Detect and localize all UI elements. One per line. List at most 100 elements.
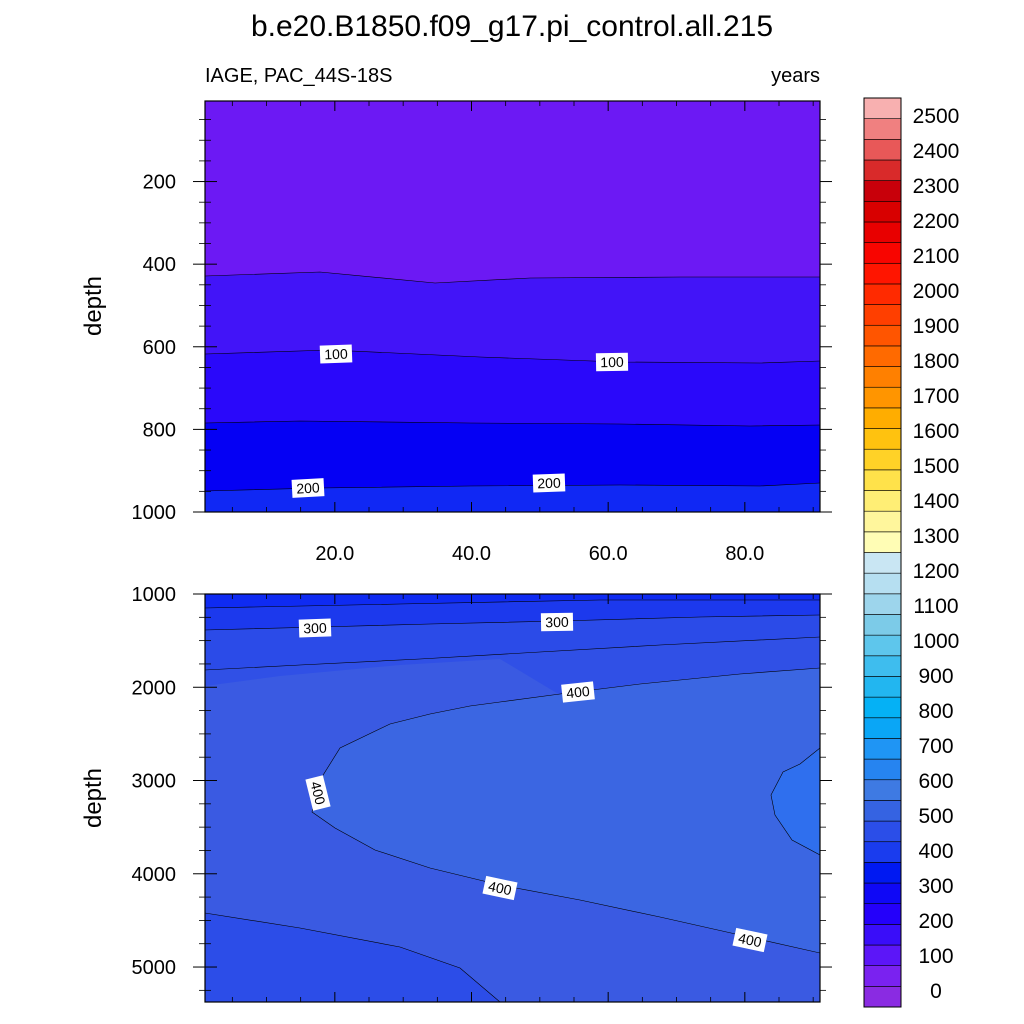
colorbar-swatch (863, 882, 902, 905)
contour-line-150 (205, 420, 820, 427)
contour-line-275 (205, 599, 820, 609)
upper-x-tick-label: 60.0 (589, 543, 628, 565)
band-200-250 (205, 483, 820, 512)
lower-fill-bands (205, 594, 820, 1002)
upper-axis-ticks: 20.0 40.0 60.0 80.0 200 400 600 800 1000 (132, 101, 832, 565)
colorbar-swatch (863, 986, 902, 1008)
contour-line-100 (205, 349, 820, 364)
colorbar-swatch (863, 469, 902, 491)
svg-text:400: 400 (737, 930, 763, 951)
left-subtitle: IAGE, PAC_44S-18S (205, 65, 393, 87)
lower-frame (204, 593, 821, 1003)
upper-x-tick-label: 40.0 (452, 543, 491, 565)
colorbar-swatch (863, 593, 902, 615)
colorbar-swatch (863, 531, 902, 553)
lower-y-tick-label: 5000 (132, 957, 177, 979)
colorbar-swatch (863, 676, 902, 698)
colorbar-tick-label: 1200 (913, 560, 960, 583)
colorbar-swatch (863, 221, 902, 243)
right-subtitle: years (771, 65, 820, 87)
colorbar-swatch (863, 903, 902, 925)
colorbar-tick-label: 900 (918, 665, 953, 688)
lower-y-tick-label: 2000 (132, 677, 177, 699)
colorbar-swatch (863, 262, 902, 285)
svg-text:300: 300 (303, 620, 327, 637)
colorbar-swatch (863, 180, 902, 202)
colorbar-tick-label: 1100 (913, 595, 958, 618)
figure-title: b.e20.B1850.f09_g17.pi_control.all.215 (251, 10, 773, 43)
upper-x-tick-label: 20.0 (315, 543, 354, 565)
colorbar-swatch (863, 324, 902, 347)
contour-line-450 (770, 747, 820, 856)
colorbar-tick-label: 1000 (913, 630, 960, 653)
contour-line-380 (205, 912, 501, 1002)
upper-x-tick-label: 80.0 (725, 543, 764, 565)
upper-y-tick-label: 200 (143, 172, 176, 194)
colorbar-tick-label: 1500 (913, 455, 960, 478)
contour-line-50 (205, 271, 820, 284)
contour-line-350 (205, 636, 820, 671)
colorbar-tick-label: 2200 (913, 210, 960, 233)
upper-y-tick-label: 400 (143, 254, 176, 276)
colorbar-swatch (863, 634, 902, 657)
colorbar-swatch (863, 97, 902, 119)
colorbar-tick-label: 2500 (913, 105, 960, 128)
band-400-core (312, 668, 820, 953)
colorbar-swatch (863, 139, 902, 161)
colorbar-swatch (863, 448, 902, 471)
svg-text:300: 300 (545, 614, 569, 630)
colorbar-tick-label: 1700 (913, 385, 960, 408)
colorbar-swatch (863, 924, 902, 946)
colorbar-tick-label: 400 (918, 840, 953, 863)
lower-y-tick-label: 3000 (132, 771, 177, 793)
colorbar-swatch (863, 820, 902, 843)
colorbar-tick-label: 200 (918, 910, 953, 933)
colorbar-swatch (863, 965, 902, 987)
contour-label-400b: 400 (305, 775, 331, 811)
contour-label-200a: 200 (291, 478, 325, 498)
colorbar-tick-label: 600 (918, 770, 953, 793)
colorbar-tick-label: 100 (918, 945, 953, 968)
upper-frame (204, 100, 821, 513)
colorbar-swatch (863, 944, 902, 966)
colorbar-tick-label: 1300 (913, 525, 960, 548)
colorbar-tick-label: 300 (918, 875, 953, 898)
svg-text:200: 200 (537, 475, 561, 492)
colorbar-swatch (863, 841, 902, 863)
contour-label-300a: 300 (298, 618, 332, 638)
colorbar-tick-label: 1600 (913, 420, 960, 443)
lower-axis-ticks: 1000 2000 3000 4000 5000 (132, 584, 832, 1002)
colorbar-swatch (863, 345, 902, 367)
contour-label-100b: 100 (595, 352, 629, 372)
svg-text:400: 400 (487, 878, 513, 899)
colorbar-tick-label: 700 (918, 735, 953, 758)
contour-label-200b: 200 (532, 473, 566, 493)
colorbar-swatch (863, 490, 902, 512)
contour-label-400a: 400 (561, 681, 595, 703)
colorbar-swatch (863, 386, 902, 409)
colorbar-swatch (863, 242, 902, 264)
band-350-bottom (205, 913, 500, 1002)
colorbar-swatch (863, 738, 902, 760)
colorbar-swatch (863, 510, 902, 533)
upper-y-tick-label: 600 (143, 337, 176, 359)
colorbar-swatch (863, 614, 902, 636)
upper-fill-bands (205, 101, 820, 512)
svg-text:200: 200 (296, 479, 320, 496)
contour-label-300b: 300 (540, 612, 574, 632)
contour-label-100a: 100 (319, 344, 353, 364)
colorbar-swatch (863, 800, 902, 822)
colorbar-tick-label: 2300 (913, 175, 960, 198)
band-500-patch (771, 748, 820, 855)
colorbar-swatch (863, 118, 902, 140)
colorbar-swatch (863, 655, 902, 677)
colorbar-swatch (863, 407, 902, 429)
upper-y-axis-label: depth (80, 276, 107, 336)
colorbar-tick-label: 0 (930, 980, 942, 1003)
colorbar-swatch (863, 159, 902, 181)
colorbar-swatch (863, 283, 902, 305)
upper-panel: 20.0 40.0 60.0 80.0 200 400 600 800 1000 100 100… (80, 100, 832, 565)
contour-label-400d: 400 (732, 927, 768, 953)
colorbar-tick-label: 2000 (913, 280, 960, 303)
svg-text:100: 100 (600, 354, 624, 370)
